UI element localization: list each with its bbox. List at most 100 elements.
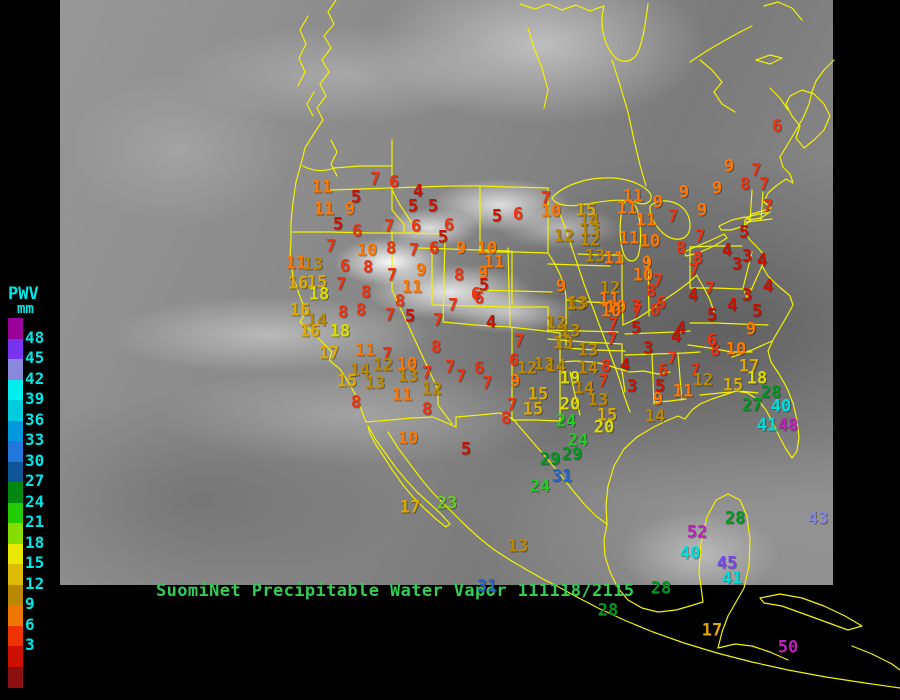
station-value: 15 (722, 375, 744, 396)
station-value: 5 (460, 439, 472, 460)
station-value: 31 (551, 466, 573, 487)
station-value: 6 (512, 204, 524, 225)
station-value: 12 (599, 278, 621, 299)
station-value: 9 (745, 319, 757, 340)
station-value: 13 (565, 294, 587, 315)
station-value: 9 (696, 200, 708, 221)
station-value: 9 (555, 276, 567, 297)
station-value: 11 (483, 252, 505, 273)
station-value: 8 (739, 174, 751, 195)
station-value: 7 (335, 274, 347, 295)
station-value: 8 (645, 281, 657, 302)
station-value: 17 (738, 356, 760, 377)
lake-michigan (619, 200, 642, 262)
station-value: 41 (756, 415, 778, 436)
station-value: 9 (652, 192, 664, 213)
station-value: 15 (527, 384, 549, 405)
station-value: 8 (600, 356, 612, 377)
legend-tick-label: 18 (25, 532, 45, 552)
chesapeake-bay (742, 251, 763, 298)
station-value: 7 (444, 357, 456, 378)
legend-swatch (8, 338, 23, 360)
station-value: 6 (351, 221, 363, 242)
station-value: 13 (507, 536, 529, 557)
station-value: 3 (731, 254, 743, 275)
canada-lakes (527, 27, 647, 187)
legend-swatch (8, 441, 23, 462)
station-value: 14 (644, 406, 666, 427)
station-value: 5 (332, 214, 344, 235)
station-value: 8 (355, 300, 367, 321)
station-value: 4 (756, 250, 768, 271)
station-value: 9 (723, 156, 735, 177)
legend-tick-label: 39 (25, 389, 45, 408)
station-value: 10 (540, 201, 562, 222)
station-value: 7 (421, 363, 433, 384)
station-value: 11 (635, 210, 657, 231)
station-value: 8 (500, 408, 512, 429)
station-value: 5 (491, 206, 503, 227)
station-value: 11 (618, 228, 640, 249)
station-value: 12 (421, 379, 443, 400)
station-value: 7 (694, 226, 706, 247)
station-value: 5 (654, 376, 666, 397)
station-value: 13 (587, 390, 609, 411)
station-value: 7 (667, 206, 679, 227)
station-value: 17 (701, 620, 723, 641)
station-value: 7 (689, 360, 701, 381)
legend-swatch (8, 564, 23, 585)
station-value: 41 (721, 568, 743, 589)
bc-islands (297, 15, 338, 177)
station-value: 8 (394, 291, 406, 312)
station-value: 8 (692, 248, 704, 269)
station-value: 5 (404, 306, 416, 327)
us-mexico-border (365, 412, 608, 525)
station-value: 8 (709, 340, 721, 361)
station-value: 11 (672, 381, 694, 402)
station-value: 12 (516, 358, 538, 379)
station-value: 24 (529, 476, 551, 497)
station-value: 7 (666, 348, 678, 369)
station-value: 8 (362, 257, 374, 278)
legend-swatch (8, 400, 23, 421)
lake-huron (649, 200, 691, 240)
legend-swatch (8, 543, 23, 565)
station-value: 7 (762, 196, 774, 217)
st-lawrence (689, 25, 783, 113)
station-value: 6 (473, 288, 485, 309)
station-value: 11 (622, 186, 644, 207)
legend-swatch (8, 605, 23, 626)
legend-tick-label: 15 (25, 553, 45, 572)
station-value: 5 (427, 196, 439, 217)
legend-swatch (8, 523, 23, 544)
station-value: 45 (716, 553, 738, 574)
station-value: 4 (762, 276, 774, 297)
station-value: 12 (533, 354, 555, 375)
station-value: 7 (597, 371, 609, 392)
legend-swatch (8, 379, 23, 401)
station-value: 5 (478, 275, 490, 296)
station-value: 7 (384, 305, 396, 326)
mississippi-river (559, 213, 631, 413)
station-value: 43 (807, 508, 829, 529)
station-value: 12 (579, 230, 601, 251)
station-value: 6 (410, 216, 422, 237)
station-value: 9 (344, 199, 356, 220)
station-value: 11 (354, 340, 376, 361)
legend-tick-label: 36 (25, 409, 45, 429)
station-value: 5 (751, 301, 763, 322)
legend-tick-label: 42 (25, 368, 45, 388)
station-value: 10 (605, 297, 627, 318)
station-value: 18 (746, 368, 768, 389)
station-value: 6 (428, 238, 440, 259)
station-value: 4 (721, 240, 733, 261)
station-value: 8 (430, 337, 442, 358)
station-value: 13 (364, 373, 386, 394)
station-value: 14 (577, 358, 599, 379)
satellite-image (60, 0, 833, 585)
station-value: 31 (476, 576, 498, 597)
station-value: 7 (381, 344, 393, 365)
station-value: 5 (350, 187, 362, 208)
station-value: 7 (386, 265, 398, 286)
station-value: 10 (632, 265, 654, 286)
